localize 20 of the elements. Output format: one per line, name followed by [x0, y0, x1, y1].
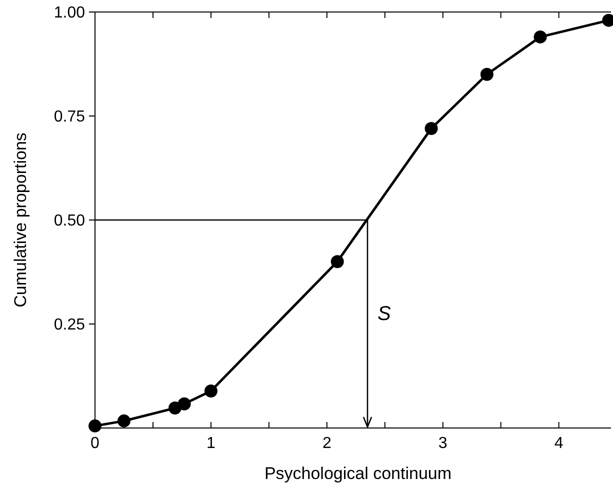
point — [534, 30, 547, 44]
x-tick-label: 4 — [554, 435, 564, 452]
point — [178, 397, 191, 410]
x-tick-label: 3 — [438, 435, 448, 452]
point — [204, 384, 218, 398]
x-axis-title: Psychological continuum — [264, 464, 452, 483]
point — [117, 414, 130, 428]
x-tick-label: 1 — [206, 435, 216, 452]
y-tick-label: 1.00 — [54, 4, 86, 22]
point — [88, 419, 102, 432]
x-tick-label: 2 — [322, 435, 332, 452]
point — [330, 255, 344, 268]
y-tick-label: 0.50 — [54, 212, 86, 230]
point — [424, 122, 438, 135]
y-tick-label: 0.75 — [54, 108, 86, 126]
y-tick-label: 0.25 — [54, 316, 86, 334]
ref-line-label: S — [377, 303, 392, 325]
point — [480, 68, 494, 81]
x-tick-label: 0 — [90, 435, 100, 452]
y-axis-title: Cumulative proportions — [11, 132, 30, 308]
